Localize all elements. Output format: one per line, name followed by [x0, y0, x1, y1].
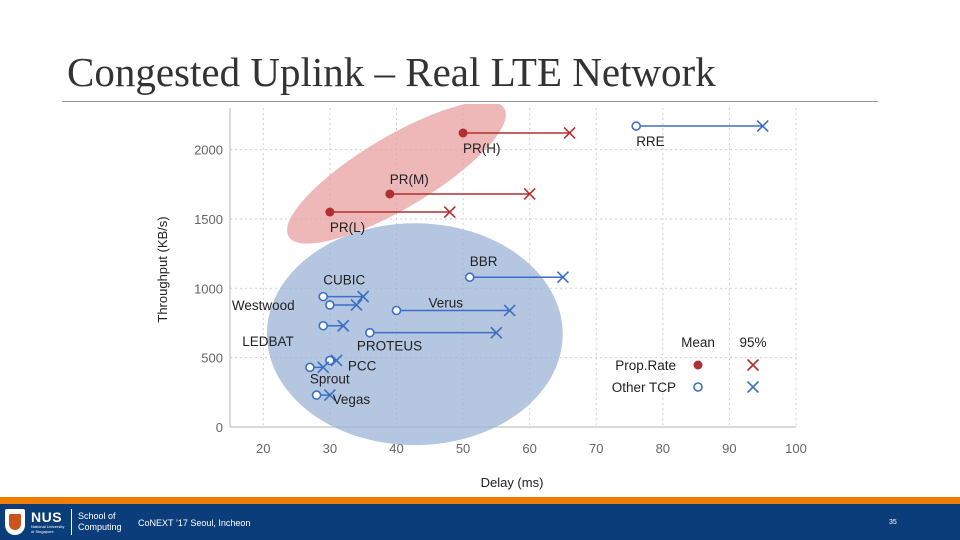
bbr-label: BBR — [470, 254, 498, 269]
legend-p95-header: 95% — [739, 335, 766, 350]
legend-other-tcp-mean-marker — [693, 382, 703, 392]
vegas-p95-marker — [323, 389, 336, 402]
y-axis-label: Throughput (KB/s) — [155, 216, 170, 322]
ledbat-label: LEDBAT — [242, 334, 294, 349]
westwood-label: Westwood — [232, 298, 295, 313]
other-tcp-cluster-ellipse — [266, 223, 563, 446]
footer-accent-bar — [0, 497, 960, 504]
sprout-p95-marker — [317, 361, 330, 374]
pr-m-label: PR(M) — [390, 172, 429, 187]
rre-p95-marker — [756, 119, 769, 133]
x-tick-label: 30 — [323, 441, 337, 456]
pr-h-p95-marker — [563, 126, 576, 140]
pr-l-label: PR(L) — [330, 220, 365, 235]
proteus-label: PROTEUS — [357, 339, 422, 354]
school-name: School of Computing — [78, 511, 122, 532]
legend-prop-rate-mean-marker — [693, 360, 703, 370]
vegas-label: Vegas — [333, 392, 371, 407]
logo-subtext: National University of Singapore — [31, 524, 65, 534]
pr-l-p95-marker — [443, 205, 456, 219]
y-tick-label: 1000 — [194, 281, 223, 296]
ledbat-mean-marker — [318, 320, 329, 331]
conference-label: CoNEXT ’17 Seoul, Incheon — [138, 518, 251, 528]
logo-divider — [71, 509, 72, 535]
rre-mean-marker — [631, 121, 641, 131]
y-tick-label: 0 — [216, 420, 223, 435]
footer-bar — [0, 504, 960, 540]
cubic-mean-marker — [318, 291, 329, 302]
logo-text: NUS — [31, 509, 63, 525]
pcc-label: PCC — [348, 358, 377, 373]
title-divider — [62, 101, 878, 102]
legend-prop-rate-p95-marker — [746, 358, 760, 372]
page-number: 35 — [889, 519, 897, 526]
verus-label: Verus — [428, 295, 463, 310]
y-tick-label: 1500 — [194, 212, 223, 227]
legend-prop-rate-label: Prop.Rate — [615, 358, 676, 373]
pr-l-mean-marker — [325, 207, 335, 217]
sprout-label: Sprout — [310, 371, 350, 386]
x-tick-label: 60 — [522, 441, 536, 456]
x-tick-label: 20 — [256, 441, 270, 456]
nus-logo: NUS National University of Singapore Sch… — [5, 506, 128, 538]
x-tick-label: 100 — [785, 441, 807, 456]
nus-crest-icon — [5, 509, 25, 535]
bbr-mean-marker — [464, 272, 475, 283]
legend-mean-header: Mean — [681, 335, 715, 350]
rre-label: RRE — [636, 134, 665, 149]
cubic-label: CUBIC — [323, 273, 365, 288]
x-tick-label: 70 — [589, 441, 603, 456]
x-axis-label: Delay (ms) — [481, 475, 544, 490]
pr-h-mean-marker — [458, 128, 468, 138]
ledbat-p95-marker — [337, 319, 350, 332]
proprate-cluster-ellipse — [287, 104, 506, 244]
cubic-p95-marker — [357, 290, 370, 303]
westwood-mean-marker — [325, 300, 335, 310]
sprout-mean-marker — [305, 362, 315, 373]
verus-p95-marker — [503, 304, 516, 317]
y-tick-label: 500 — [201, 351, 223, 366]
proteus-p95-marker — [490, 326, 503, 339]
pr-h-label: PR(H) — [463, 141, 501, 156]
x-tick-label: 90 — [722, 441, 736, 456]
x-tick-label: 40 — [389, 441, 403, 456]
vegas-mean-marker — [311, 390, 322, 400]
y-tick-label: 2000 — [194, 143, 223, 158]
bbr-p95-marker — [556, 271, 570, 284]
x-tick-label: 50 — [456, 441, 470, 456]
legend-other-tcp-label: Other TCP — [612, 380, 676, 395]
verus-mean-marker — [391, 305, 402, 316]
pr-m-p95-marker — [523, 187, 536, 201]
slide-title: Congested Uplink – Real LTE Network — [67, 49, 716, 95]
delay-throughput-chart: 20 30 40 50 60 70 80 90 1000500100015002000Delay… — [155, 104, 807, 490]
westwood-p95-marker — [350, 298, 363, 312]
pcc-p95-marker — [330, 354, 343, 367]
proteus-mean-marker — [365, 327, 375, 338]
x-tick-label: 80 — [656, 441, 670, 456]
legend-other-tcp-p95-marker — [746, 380, 760, 394]
pr-m-mean-marker — [385, 189, 395, 199]
